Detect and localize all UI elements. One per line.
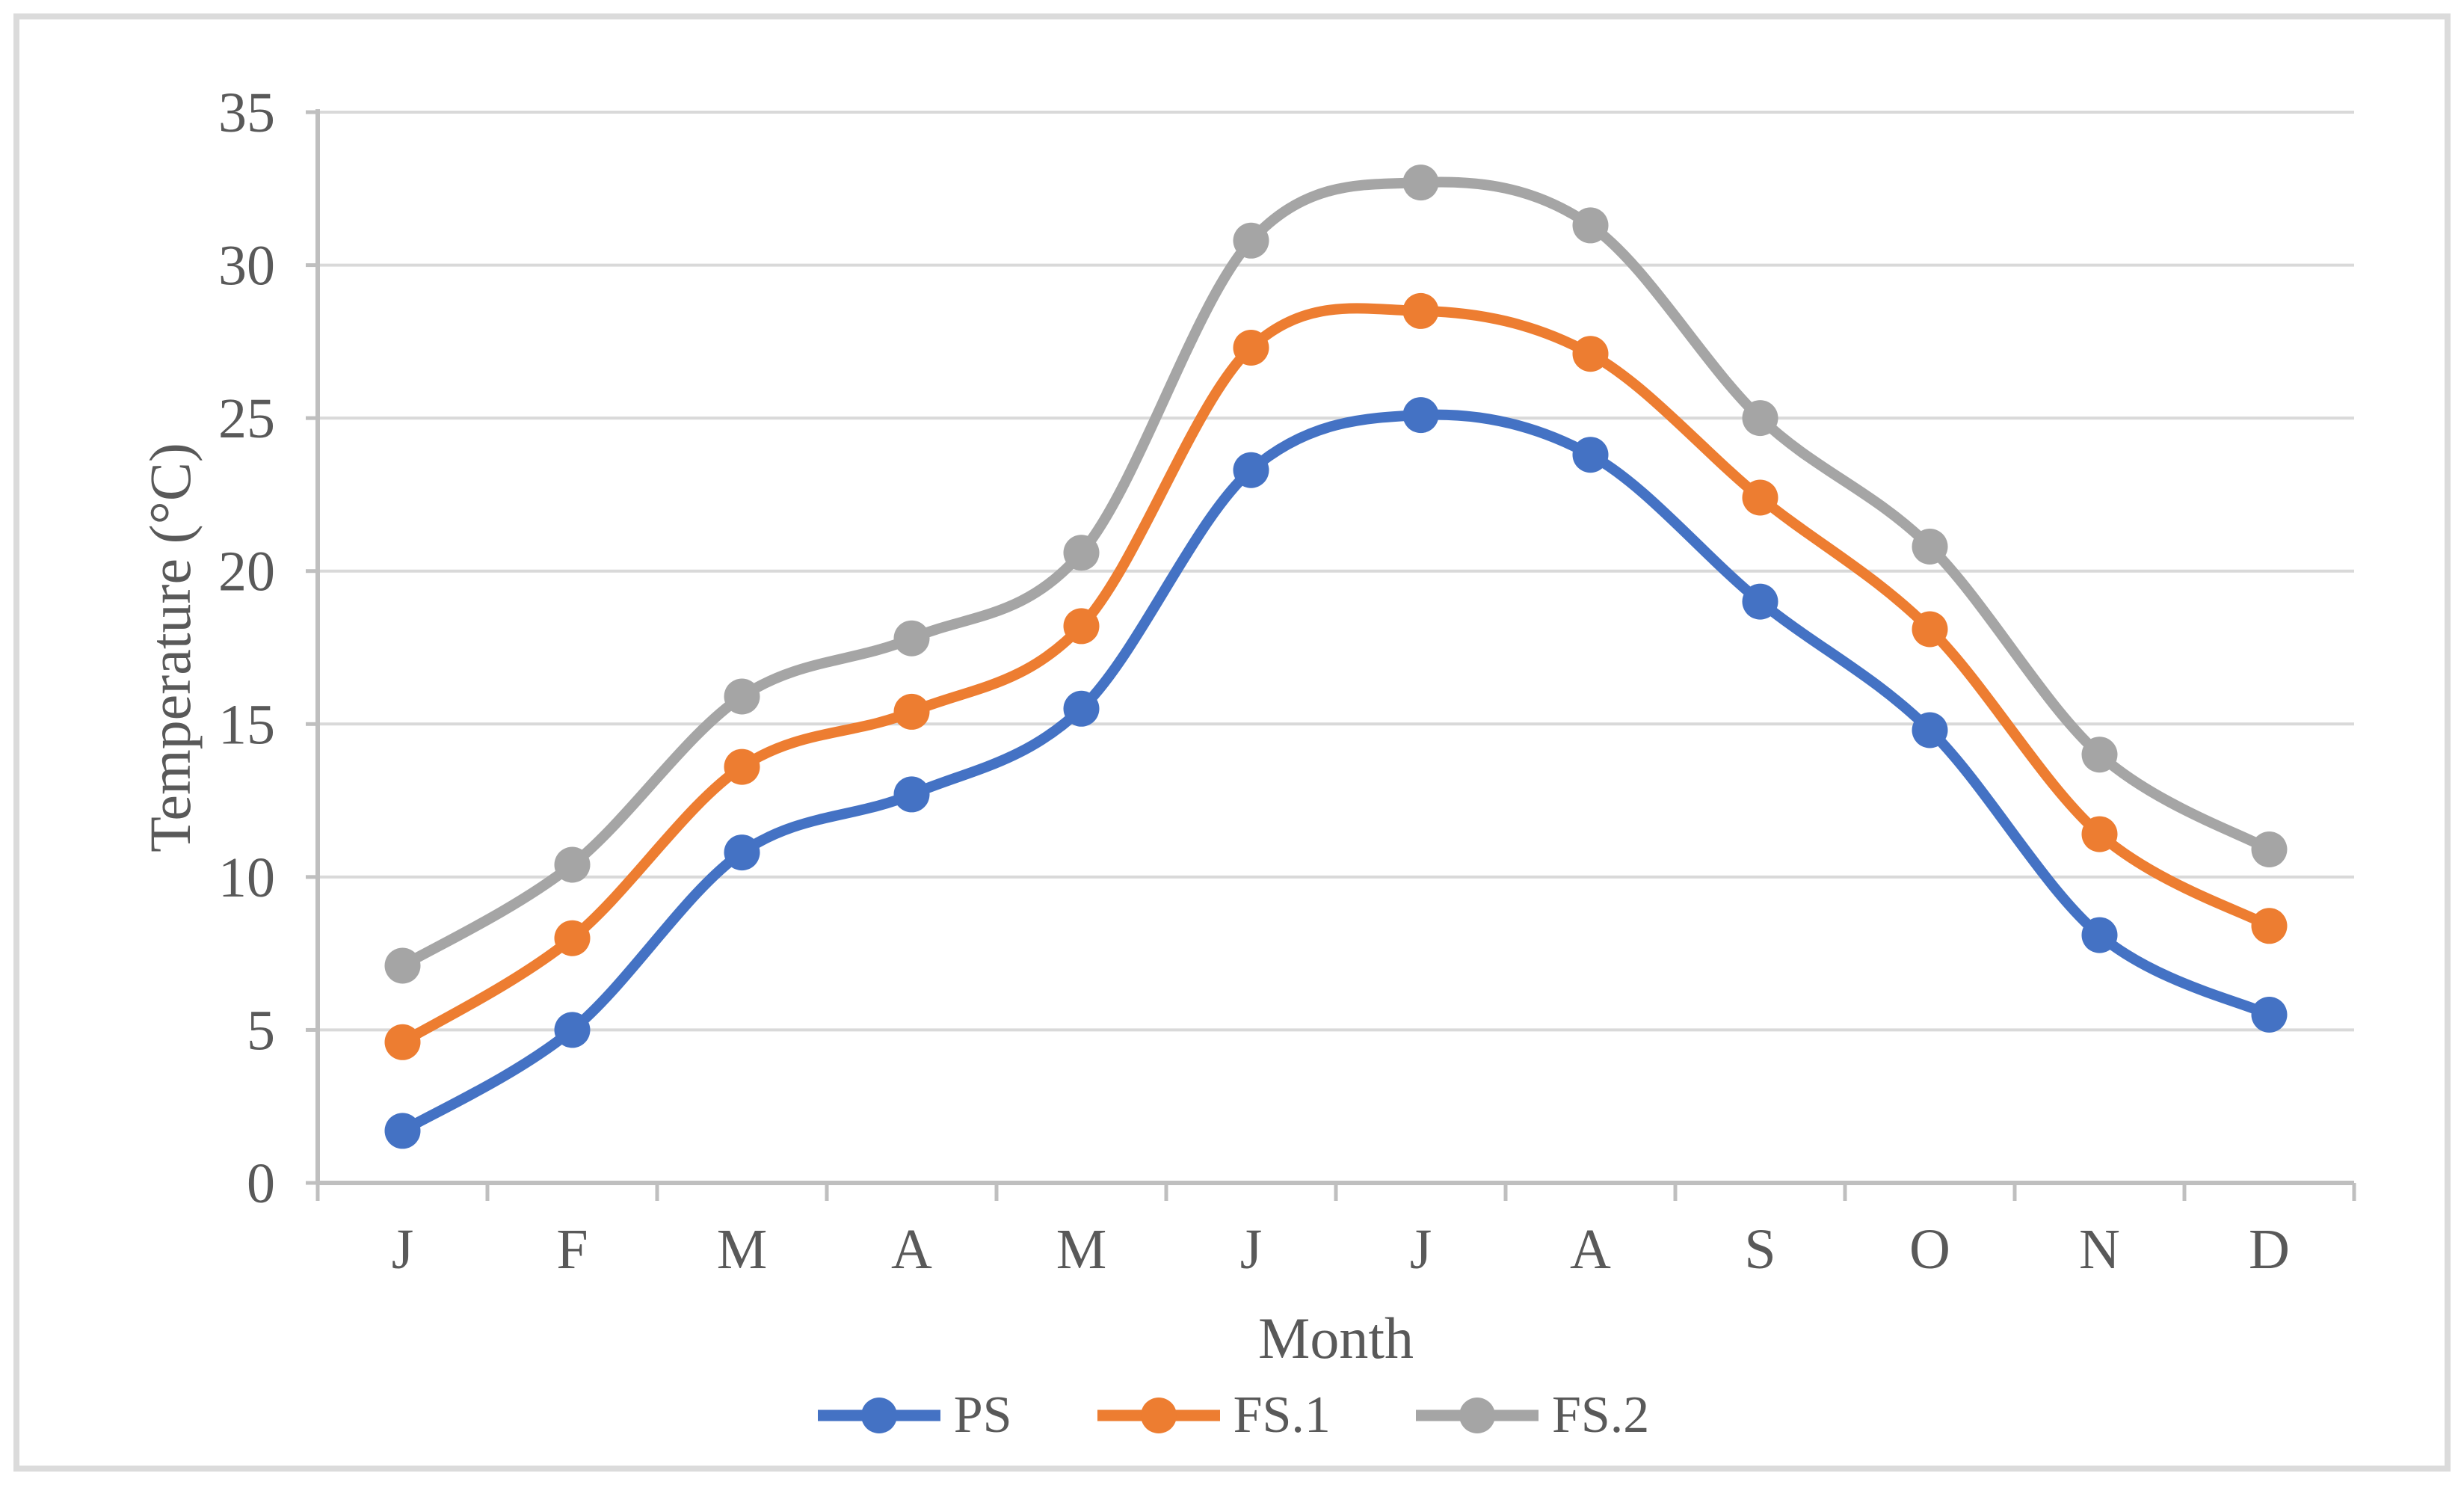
y-tick-label-0: 0 bbox=[247, 1152, 275, 1215]
data-point-FS.2-J-32.7 bbox=[1402, 165, 1439, 201]
series-line-FS.2 bbox=[397, 176, 2275, 971]
y-tick-label-30: 30 bbox=[218, 235, 275, 298]
data-point-PS-J-23.3 bbox=[1233, 452, 1269, 488]
data-point-FS.1-J-4.6 bbox=[384, 1024, 421, 1060]
series-line-PS bbox=[397, 409, 2275, 1137]
legend-label-ps: PS bbox=[953, 1386, 1012, 1444]
x-tick-label-4: M bbox=[1056, 1218, 1107, 1281]
data-point-FS.1-M-18.2 bbox=[1063, 608, 1100, 645]
data-point-FS.1-D-8.4 bbox=[2251, 908, 2288, 944]
x-tick-label-8: S bbox=[1744, 1218, 1775, 1281]
data-point-FS.1-J-27.3 bbox=[1233, 330, 1269, 366]
legend-item-fs1: FS.1 bbox=[1094, 1386, 1331, 1445]
x-tick-label-11: D bbox=[2249, 1218, 2290, 1281]
x-tick-label-2: M bbox=[717, 1218, 768, 1281]
y-tick-label-35: 35 bbox=[218, 82, 275, 144]
data-point-PS-N-8.1 bbox=[2081, 917, 2118, 953]
data-point-PS-O-14.8 bbox=[1912, 712, 1948, 748]
data-point-PS-A-23.8 bbox=[1572, 437, 1609, 473]
x-tick-label-1: F bbox=[556, 1218, 588, 1281]
data-point-FS.1-S-22.4 bbox=[1742, 479, 1778, 516]
data-point-FS.2-A-17.8 bbox=[893, 620, 930, 657]
legend-label-fs2: FS.2 bbox=[1551, 1386, 1650, 1444]
x-tick-label-0: J bbox=[392, 1218, 414, 1281]
data-point-FS.2-M-15.9 bbox=[724, 678, 760, 715]
x-tick-label-7: A bbox=[1570, 1218, 1611, 1281]
x-axis-title: Month bbox=[1257, 1306, 1414, 1371]
fs2-series-marker-icon bbox=[1415, 1398, 1539, 1433]
legend-label-fs1: FS.1 bbox=[1233, 1386, 1331, 1444]
data-point-FS.1-O-18.1 bbox=[1912, 611, 1948, 648]
data-point-PS-M-15.5 bbox=[1063, 690, 1100, 727]
legend-item-fs2: FS.2 bbox=[1413, 1386, 1649, 1445]
data-point-FS.2-A-31.3 bbox=[1572, 207, 1609, 244]
data-point-FS.2-J-30.8 bbox=[1233, 222, 1269, 259]
data-point-FS.1-A-15.4 bbox=[893, 693, 930, 730]
data-point-PS-F-5 bbox=[554, 1012, 591, 1048]
x-tick-label-9: O bbox=[1909, 1218, 1950, 1281]
data-point-FS.2-M-20.6 bbox=[1063, 535, 1100, 571]
legend: PS FS.1 FS.2 bbox=[0, 1374, 2464, 1457]
data-point-FS.1-F-8 bbox=[554, 920, 591, 956]
data-point-PS-J-25.1 bbox=[1402, 397, 1439, 434]
data-point-FS.1-N-11.4 bbox=[2081, 816, 2118, 852]
ps-series-marker-icon bbox=[817, 1398, 940, 1433]
data-point-FS.2-O-20.8 bbox=[1912, 529, 1948, 565]
data-point-FS.2-D-10.9 bbox=[2251, 831, 2288, 867]
x-tick-label-6: J bbox=[1410, 1218, 1432, 1281]
x-tick-label-5: J bbox=[1240, 1218, 1263, 1281]
legend-item-ps: PS bbox=[815, 1386, 1012, 1445]
data-point-FS.2-J-7.1 bbox=[384, 947, 421, 984]
y-tick-label-5: 5 bbox=[247, 999, 275, 1062]
data-point-PS-A-12.7 bbox=[893, 776, 930, 813]
series-line-FS.1 bbox=[397, 303, 2275, 1048]
data-point-PS-J-1.7 bbox=[384, 1113, 421, 1149]
y-tick-label-25: 25 bbox=[218, 387, 275, 450]
y-axis-title: Temperature (°C) bbox=[138, 443, 203, 852]
data-point-FS.2-S-25 bbox=[1742, 400, 1778, 437]
data-point-PS-D-5.5 bbox=[2251, 997, 2288, 1033]
y-tick-label-20: 20 bbox=[218, 541, 275, 603]
x-tick-label-10: N bbox=[2079, 1218, 2120, 1281]
y-tick-label-10: 10 bbox=[218, 846, 275, 909]
y-tick-label-15: 15 bbox=[218, 693, 275, 756]
data-point-FS.1-A-27.1 bbox=[1572, 336, 1609, 372]
data-point-FS.2-F-10.4 bbox=[554, 846, 591, 883]
data-point-FS.1-J-28.5 bbox=[1402, 292, 1439, 329]
fs1-series-marker-icon bbox=[1097, 1398, 1220, 1433]
data-point-FS.1-M-13.6 bbox=[724, 748, 760, 785]
data-point-PS-M-10.8 bbox=[724, 834, 760, 871]
x-tick-label-3: A bbox=[891, 1218, 932, 1281]
data-point-FS.2-N-14 bbox=[2081, 737, 2118, 773]
data-point-PS-S-19 bbox=[1742, 583, 1778, 620]
